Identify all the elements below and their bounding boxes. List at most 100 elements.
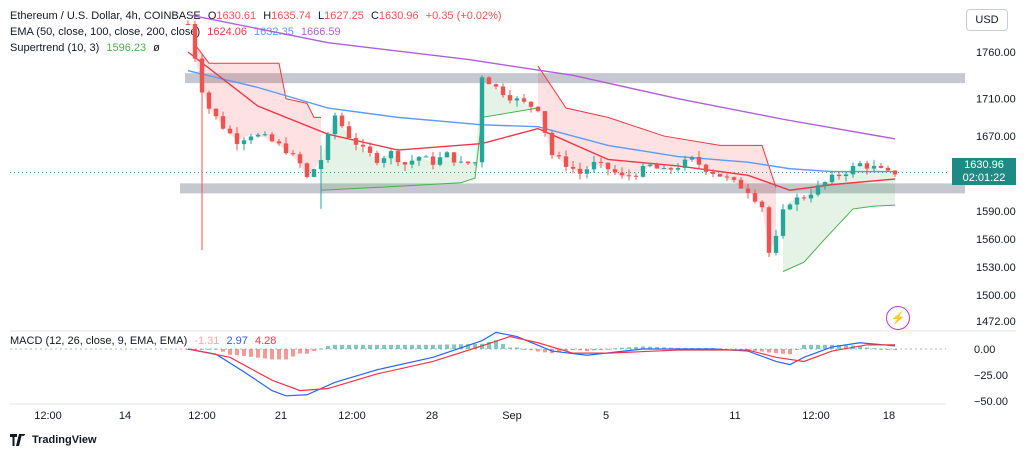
candle-body — [325, 134, 331, 161]
macd-histogram-bar — [347, 344, 351, 349]
macd-histogram-bar — [816, 344, 820, 349]
macd-histogram-bar — [655, 347, 659, 349]
macd-histogram-bar — [382, 344, 386, 349]
macd-histogram-bar — [781, 349, 785, 354]
candle-body — [857, 163, 863, 167]
candle-body — [479, 77, 485, 163]
ema50-value: 1624.06 — [207, 26, 247, 38]
candle-body — [290, 153, 296, 155]
candle-body — [416, 156, 422, 161]
candle-body — [451, 152, 457, 163]
macd-histogram-bar — [319, 348, 323, 350]
macd-histogram-bar — [662, 347, 666, 349]
macd-histogram-bar — [340, 344, 344, 349]
macd-histogram-bar — [599, 349, 603, 350]
macd-histogram-bar — [564, 349, 568, 351]
candle-body — [815, 185, 821, 195]
candle-body — [241, 140, 247, 145]
macd-histogram-bar — [431, 344, 435, 349]
time-axis-label: 18 — [883, 410, 895, 422]
supertrend-label[interactable]: Supertrend (10, 3) — [10, 42, 100, 54]
candle-body — [598, 161, 604, 163]
macd-histogram-bar — [641, 346, 645, 349]
candle-body — [304, 163, 310, 177]
supertrend-line — [194, 44, 321, 118]
candle-body — [234, 133, 240, 145]
macd-histogram-bar — [361, 344, 365, 349]
ema50-line — [187, 51, 896, 191]
lightning-icon[interactable]: ⚡ — [886, 306, 910, 330]
macd-histogram-bar — [809, 344, 813, 349]
macd-histogram-bar — [669, 347, 673, 349]
macd-histogram-bar — [501, 343, 505, 349]
candle-body — [612, 169, 618, 173]
candle-body — [430, 156, 436, 165]
open-label: O — [207, 10, 217, 22]
candle-body — [199, 58, 205, 93]
supertrend-legend: Supertrend (10, 3) 1596.23 ø — [10, 42, 164, 54]
macd-label[interactable]: MACD (12, 26, close, 9, EMA, EMA) — [10, 335, 188, 347]
change-value: +0.35 (+0.02%) — [425, 10, 502, 22]
macd-histogram-bar — [795, 349, 799, 350]
macd-histogram-bar — [522, 348, 526, 350]
time-axis-label: 12:00 — [802, 410, 830, 422]
candle-body — [556, 155, 562, 157]
candle-body — [850, 166, 856, 175]
macd-histogram-bar — [368, 344, 372, 349]
candle-body — [542, 111, 548, 133]
candle-body — [675, 167, 681, 170]
tradingview-brand[interactable]: TradingView — [10, 434, 97, 446]
macd-histogram-bar — [893, 349, 897, 351]
macd-histogram-bar — [494, 340, 498, 349]
candle-body — [752, 193, 758, 202]
brand-name: TradingView — [32, 434, 97, 446]
candle-body — [248, 136, 254, 141]
macd-histogram-bar — [249, 349, 253, 357]
candle-body — [801, 197, 807, 199]
candle-body — [367, 146, 373, 153]
candle-body — [640, 166, 646, 177]
time-axis-label: Sep — [502, 410, 522, 422]
macd-histogram-bar — [445, 344, 449, 349]
macd-histogram-bar — [592, 349, 596, 351]
candle-body — [829, 174, 835, 183]
macd-histogram-bar — [417, 344, 421, 349]
candle-body — [563, 156, 569, 167]
macd-histogram-bar — [214, 348, 218, 350]
candle-body — [696, 156, 702, 165]
macd-histogram-bar — [312, 349, 316, 352]
support-resistance-zone[interactable] — [180, 183, 965, 194]
candle-body — [794, 197, 800, 205]
candle-body — [276, 141, 282, 144]
price-axis-label: 1760.00 — [976, 47, 1016, 59]
candle-body — [388, 151, 394, 159]
candle-body — [780, 209, 786, 236]
symbol-name[interactable]: Ethereum / U.S. Dollar, 4h, COINBASE — [10, 10, 201, 22]
supertrend-up-fill — [321, 75, 538, 191]
bar-countdown: 02:01:22 — [962, 172, 1006, 184]
candle-body — [759, 201, 765, 208]
support-resistance-zone[interactable] — [185, 73, 965, 84]
macd-histogram-bar — [207, 348, 211, 350]
macd-histogram-bar — [396, 344, 400, 349]
price-axis-label: 1500.00 — [976, 290, 1016, 302]
macd-histogram-bar — [613, 348, 617, 350]
candle-body — [402, 162, 408, 165]
ema-label[interactable]: EMA (50, close, 100, close, 200, close) — [10, 26, 201, 38]
macd-line — [187, 331, 896, 397]
candle-body — [605, 162, 611, 170]
candle-body — [647, 164, 653, 167]
macd-line-value: 2.97 — [226, 335, 248, 347]
candle-body — [577, 168, 583, 174]
candle-body — [689, 156, 695, 160]
time-axis-label: 5 — [603, 410, 609, 422]
candle-body — [486, 77, 492, 85]
supertrend-line — [320, 107, 539, 191]
candle-body — [514, 98, 520, 101]
candle-body — [549, 132, 555, 156]
supertrend-down-fill — [195, 44, 321, 179]
macd-histogram-bar — [193, 348, 197, 350]
currency-button[interactable]: USD — [966, 9, 1008, 31]
